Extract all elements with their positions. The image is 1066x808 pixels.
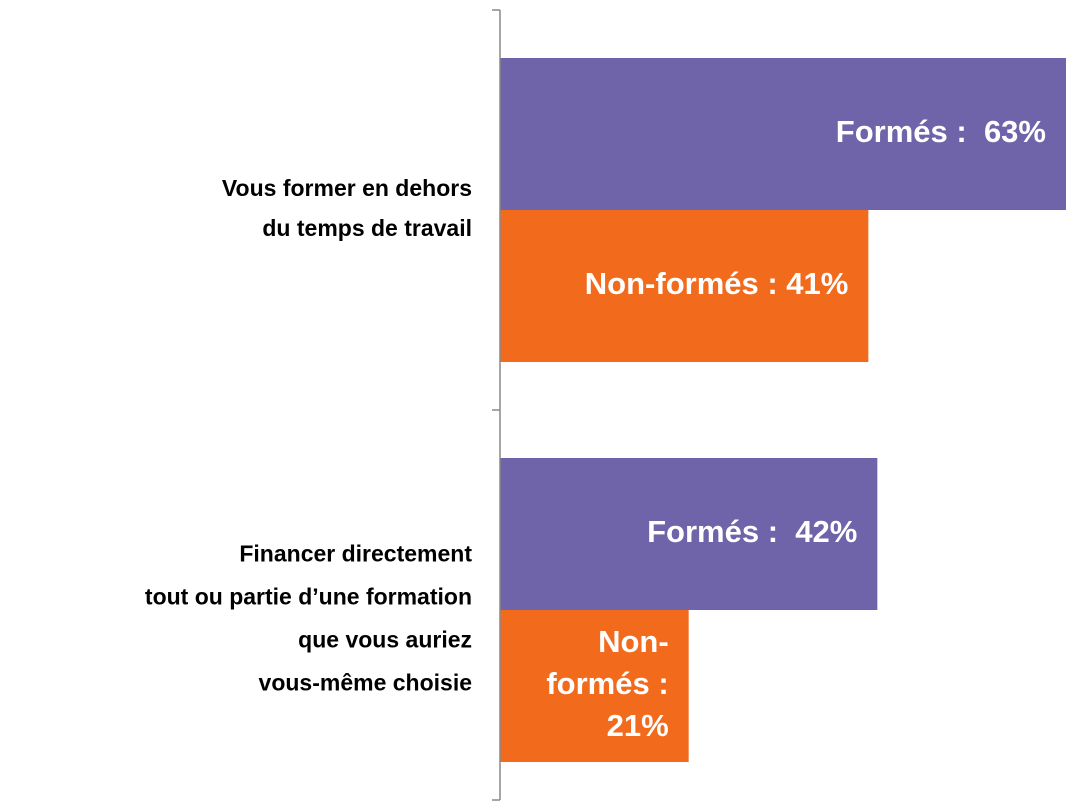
data-label: Non-formés :21% <box>546 624 668 743</box>
bar <box>500 610 689 762</box>
data-label: Formés : 42% <box>647 514 857 549</box>
bar <box>500 210 869 362</box>
data-label: Non-formés : 41% <box>585 266 849 301</box>
bar <box>500 458 878 610</box>
category-label: Financer directement tout ou partie d’une… <box>145 541 472 696</box>
category-label: Vous former en dehors du temps de travail <box>222 175 472 241</box>
data-label: Formés : 63% <box>836 114 1046 149</box>
bar <box>500 58 1066 210</box>
